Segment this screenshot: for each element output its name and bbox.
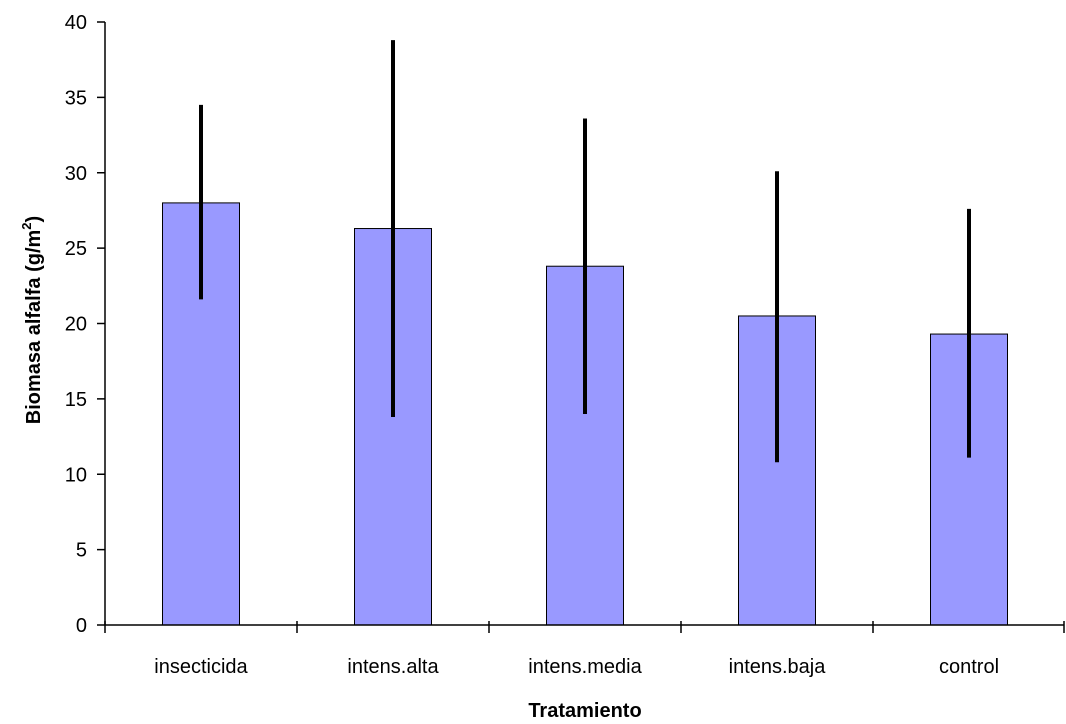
y-tick-label-25: 25	[65, 238, 87, 260]
y-axis-title-suffix: )	[23, 216, 45, 223]
x-tick-label-intens.alta: intens.alta	[347, 656, 439, 678]
y-tick-label-15: 15	[65, 389, 87, 411]
axes-layer	[97, 21, 1065, 633]
y-tick-label-40: 40	[65, 12, 87, 34]
x-tick-label-intens.media: intens.media	[528, 656, 642, 678]
y-axis-title: Biomasa alfalfa (g/m2)	[19, 216, 45, 424]
labels-layer: insecticida intens.alta intens.media intens…	[65, 12, 999, 678]
x-tick-label-insecticida: insecticida	[154, 656, 248, 678]
y-tick-label-10: 10	[65, 464, 87, 486]
y-tick-label-35: 35	[65, 87, 87, 109]
y-tick-label-20: 20	[65, 314, 87, 336]
x-tick-label-control: control	[939, 656, 999, 678]
x-tick-label-intens.baja: intens.baja	[729, 656, 827, 678]
y-tick-label-30: 30	[65, 163, 87, 185]
y-tick-label-5: 5	[76, 540, 87, 562]
y-axis-title-superscript: 2	[19, 222, 34, 229]
error-bars-layer	[199, 40, 971, 463]
x-axis-title: Tratamiento	[528, 700, 641, 722]
y-tick-label-0: 0	[76, 615, 87, 637]
y-axis-title-main: Biomasa alfalfa (g/m	[23, 230, 45, 425]
